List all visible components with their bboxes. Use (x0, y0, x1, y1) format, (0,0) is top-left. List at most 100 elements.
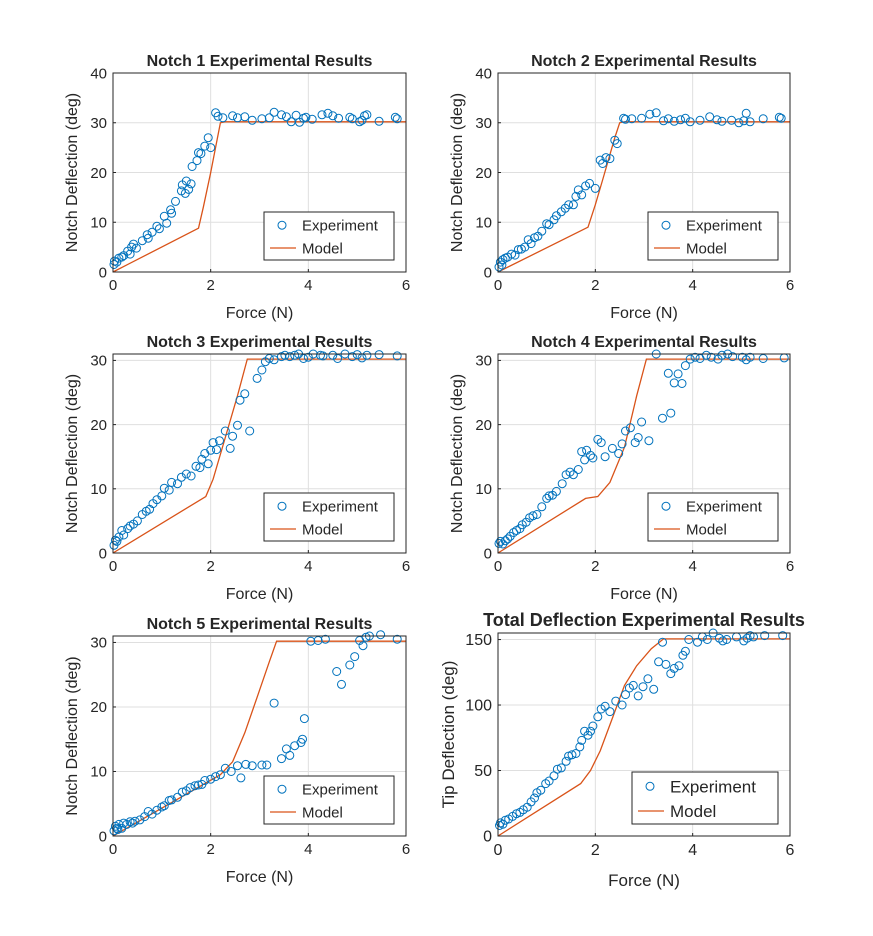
y-tick-label: 20 (475, 165, 492, 182)
experiment-point (571, 749, 581, 758)
x-tick-label: 0 (109, 277, 117, 294)
experiment-point (586, 450, 595, 460)
experiment-point (575, 742, 585, 752)
notch-1-legend-experiment-label: Experiment (302, 217, 379, 234)
experiment-point (742, 633, 752, 643)
notch-2-legend-model-label: Model (686, 240, 727, 257)
x-tick-label: 6 (786, 842, 795, 859)
experiment-point (307, 114, 317, 124)
experiment-point (621, 690, 630, 700)
experiment-point (212, 445, 221, 455)
experiment-point (109, 260, 119, 269)
experiment-point (638, 682, 648, 692)
experiment-point (718, 636, 728, 646)
notch-3-legend: Experiment Model (263, 492, 395, 542)
experiment-point (628, 680, 638, 690)
y-tick-label: 40 (90, 65, 107, 82)
notch-4-legend-model-label: Model (686, 521, 727, 538)
notch-5-y-axis-label: Notch Deflection (deg) (64, 656, 81, 815)
experiment-point (637, 417, 647, 427)
experiment-point (717, 350, 727, 360)
experiment-point (577, 735, 587, 745)
experiment-point (509, 528, 519, 537)
experiment-point (236, 773, 246, 783)
experiment-point (285, 352, 295, 362)
experiment-point (162, 218, 172, 228)
experiment-point (181, 469, 191, 479)
experiment-point (564, 200, 574, 210)
experiment-point (228, 431, 238, 441)
experiment-point (778, 631, 788, 641)
experiment-point (637, 113, 647, 123)
notch-3-legend-experiment-marker (277, 501, 287, 511)
y-tick-label: 10 (90, 215, 107, 232)
experiment-point (159, 801, 169, 811)
experiment-point (745, 117, 755, 127)
x-tick-label: 0 (494, 277, 502, 294)
experiment-point (269, 698, 279, 708)
y-tick-label: 10 (90, 764, 107, 781)
experiment-point (355, 117, 365, 127)
experiment-point (197, 454, 207, 464)
experiment-point (225, 443, 235, 453)
experiment-point (147, 227, 157, 237)
y-tick-label: 0 (484, 545, 492, 562)
experiment-point (666, 408, 676, 418)
experiment-point (741, 108, 751, 118)
experiment-point (760, 631, 770, 641)
experiment-point (190, 781, 200, 791)
notch-2-legend-experiment-marker (661, 220, 671, 230)
total-deflection-legend-model-label: Model (670, 802, 716, 821)
experiment-point (200, 141, 210, 151)
experiment-point (537, 226, 547, 236)
model-line (497, 638, 790, 837)
experiment-point (262, 760, 272, 770)
notch-4-x-axis-label: Force (N) (610, 586, 678, 603)
experiment-point (213, 111, 223, 121)
experiment-point (567, 750, 577, 760)
notch-4-legend-box (647, 492, 779, 542)
notch-4-title: Notch 4 Experimental Results (531, 334, 757, 351)
experiment-point (374, 116, 384, 126)
experiment-point (551, 486, 561, 496)
y-tick-label: 0 (99, 264, 107, 281)
experiment-point (651, 108, 661, 118)
notch-3-y-axis-label: Notch Deflection (deg) (64, 374, 81, 533)
notch-5-model-curve (112, 640, 406, 837)
y-tick-label: 0 (99, 545, 107, 562)
experiment-point (220, 426, 230, 436)
y-tick-label: 0 (484, 264, 492, 281)
experiment-point (612, 139, 622, 149)
experiment-point (774, 112, 784, 122)
experiment-point (580, 455, 590, 465)
x-tick-label: 6 (786, 558, 794, 575)
experiment-point (130, 816, 140, 826)
experiment-point (291, 110, 301, 120)
experiment-point (215, 770, 225, 780)
experiment-point (119, 530, 129, 540)
notch-3-model-curve (112, 358, 406, 554)
notch-5-legend-experiment-label: Experiment (302, 781, 379, 798)
notch-1-legend: Experiment Model (263, 211, 395, 261)
total-deflection-tick-labels: 0 2 4 6 0 50 100 150 (465, 632, 794, 859)
experiment-point (544, 220, 554, 230)
experiment-point (621, 114, 630, 124)
experiment-point (317, 110, 327, 120)
experiment-point (702, 635, 712, 644)
experiment-point (252, 373, 262, 383)
notch-3-title: Notch 3 Experimental Results (147, 334, 373, 351)
x-tick-label: 2 (591, 277, 599, 294)
experiment-point (552, 764, 562, 774)
experiment-point (717, 116, 727, 126)
experiment-point (745, 352, 755, 362)
notch-4-y-axis-label: Notch Deflection (deg) (449, 374, 466, 533)
experiment-point (127, 242, 137, 252)
total-deflection-experiment-markers (495, 628, 788, 830)
notch-4-panel: 0 2 4 6 0 10 20 30 Notch 4 Experimental Results… (449, 334, 794, 603)
experiment-point (644, 436, 654, 446)
experiment-point (299, 714, 309, 724)
experiment-point (390, 112, 400, 122)
notch-2-y-axis-label: Notch Deflection (deg) (449, 93, 466, 252)
notch-1-x-axis-label: Force (N) (226, 305, 294, 322)
